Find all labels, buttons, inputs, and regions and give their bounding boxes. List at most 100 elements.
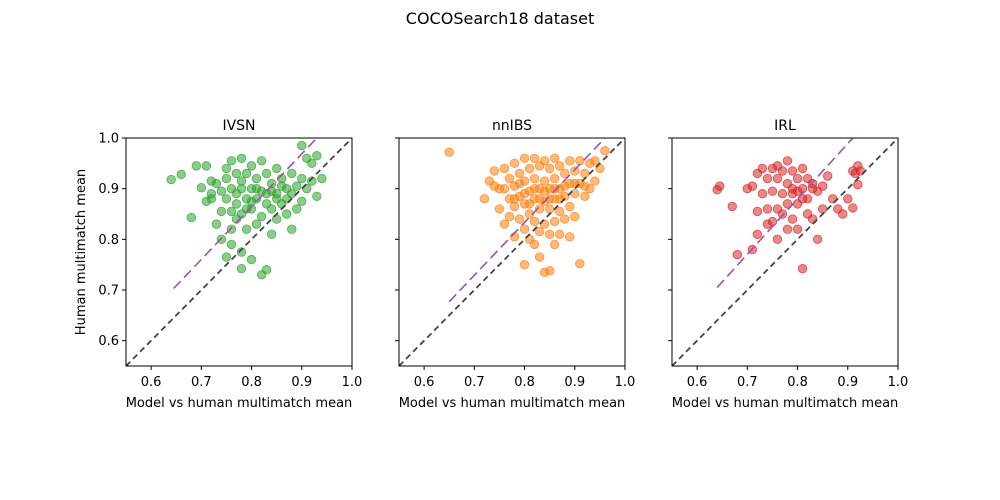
data-point (580, 168, 590, 179)
data-point (565, 156, 575, 166)
data-point (504, 211, 515, 222)
data-point (186, 212, 196, 223)
y-tick-label: 0.7 (98, 284, 119, 299)
x-tick-label: 0.8 (241, 375, 262, 390)
data-point (479, 194, 490, 204)
x-tick-label: 1.0 (888, 375, 909, 390)
data-point (226, 206, 237, 217)
panel-nnibs: 0.6 0.7 0.8 0.9 1.0 nnIBS Model vs human multi… (395, 118, 635, 411)
data-point (524, 163, 535, 174)
data-point (196, 182, 207, 193)
data-point (539, 156, 550, 166)
data-point (307, 158, 317, 169)
data-point (231, 189, 242, 199)
data-point (727, 201, 737, 212)
data-point (787, 214, 798, 224)
x-tick-label: 0.8 (514, 375, 535, 390)
x-axis-label: Model vs human multimatch mean (399, 396, 626, 411)
data-point (767, 186, 778, 196)
data-point (757, 163, 768, 174)
data-point (757, 189, 768, 199)
data-point (600, 145, 610, 156)
data-point (221, 173, 232, 184)
data-point (514, 178, 525, 189)
data-point (509, 158, 520, 169)
data-point (444, 147, 454, 157)
x-axis-label: Model vs human multimatch mean (672, 396, 899, 411)
data-point (519, 224, 530, 234)
data-point (251, 183, 262, 194)
data-point (772, 173, 783, 184)
data-point (519, 259, 530, 270)
data-point (221, 163, 232, 174)
x-tick-label: 0.9 (837, 375, 858, 390)
data-point (534, 227, 545, 237)
axes-frame (125, 137, 353, 367)
data-point (560, 181, 570, 191)
data-point (529, 173, 540, 184)
data-point (504, 173, 515, 184)
data-point (221, 194, 232, 204)
data-point (539, 186, 550, 196)
plot-area (126, 138, 352, 366)
data-point (570, 189, 580, 199)
data-point (271, 194, 282, 204)
data-point (792, 224, 803, 234)
x-tick-label: 0.8 (787, 375, 808, 390)
x-tick-label: 1.0 (615, 375, 636, 390)
data-point (251, 219, 262, 229)
data-point (499, 219, 510, 229)
data-point (544, 194, 555, 204)
data-point (555, 229, 565, 239)
data-point (544, 163, 555, 174)
data-point (276, 181, 287, 191)
x-tick-label: 0.9 (564, 375, 585, 390)
data-point (565, 232, 575, 242)
x-tick-label: 0.6 (687, 375, 708, 390)
y-tick-label: 1.0 (98, 132, 119, 147)
data-point (843, 194, 853, 204)
data-point (539, 176, 550, 186)
data-point (565, 201, 575, 212)
data-point (499, 183, 510, 194)
plot-area (672, 138, 898, 366)
data-point (216, 206, 227, 217)
data-point (762, 173, 773, 184)
x-tick-label: 1.0 (342, 375, 363, 390)
data-point (534, 194, 545, 204)
data-point (762, 219, 773, 229)
data-point (236, 264, 247, 274)
data-point (772, 161, 783, 171)
data-point (792, 173, 803, 184)
data-point (297, 196, 307, 207)
data-point (494, 204, 505, 214)
data-point (251, 173, 262, 184)
data-point (519, 189, 530, 199)
data-point (817, 204, 828, 214)
fit-line (716, 138, 854, 289)
data-point (282, 209, 292, 219)
data-point (549, 183, 560, 194)
data-point (812, 234, 823, 245)
panel-ivsn: 0.6 0.7 0.8 0.9 1.0 0.6 0.7 0.8 0.9 1.0 IVSN Model … (74, 118, 362, 411)
data-point (236, 176, 247, 186)
data-point (261, 168, 272, 179)
axes-frame (398, 137, 626, 367)
data-point (529, 239, 540, 250)
data-point (256, 211, 267, 222)
data-point (166, 174, 176, 185)
data-point (797, 264, 808, 274)
y-tick-label: 0.9 (98, 182, 119, 197)
data-point (732, 249, 742, 260)
data-point (292, 204, 302, 214)
x-tick-label: 0.6 (141, 375, 162, 390)
data-point (312, 191, 322, 201)
data-point (529, 153, 540, 163)
data-point (570, 166, 580, 176)
x-axis-label: Model vs human multimatch mean (126, 396, 353, 411)
data-point (221, 252, 232, 262)
fit-line (448, 138, 606, 303)
identity-line (399, 138, 625, 366)
data-point (580, 191, 590, 201)
data-point (246, 196, 257, 207)
